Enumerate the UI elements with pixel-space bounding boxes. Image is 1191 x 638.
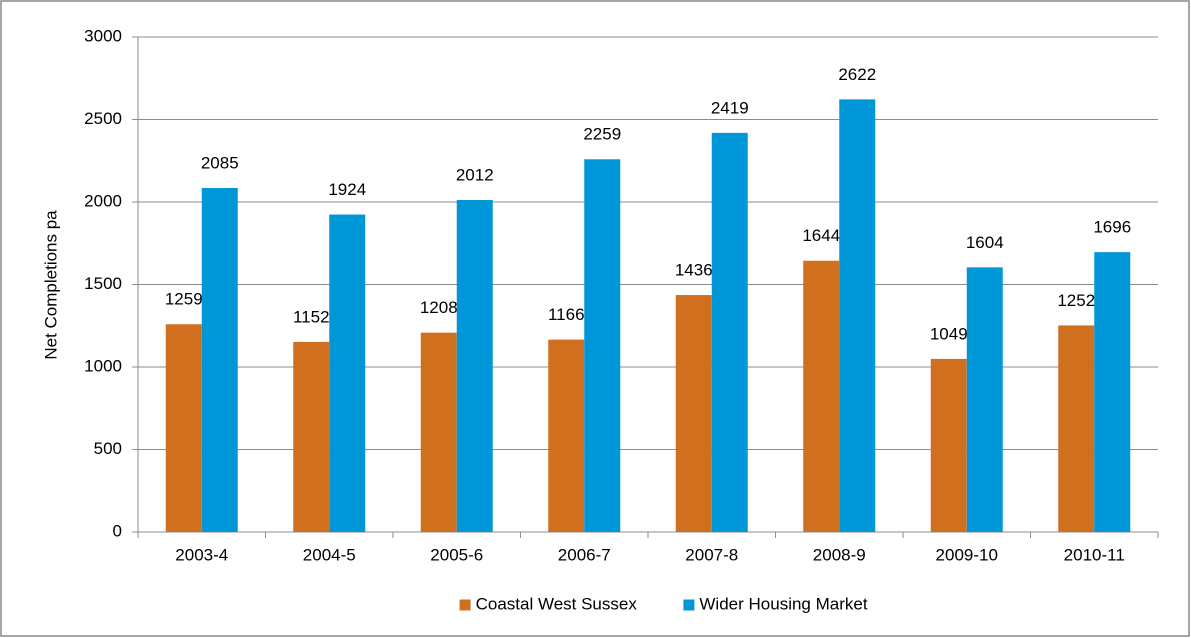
bar: [201, 187, 238, 532]
data-label: 2419: [711, 98, 749, 117]
bar: [1058, 325, 1095, 532]
x-tick-label: 2004-5: [303, 545, 356, 564]
x-tick-label: 2005-6: [430, 545, 483, 564]
legend-swatch: [459, 599, 471, 611]
data-label: 2259: [583, 125, 621, 144]
data-label: 1924: [328, 180, 366, 199]
bar: [1094, 252, 1131, 532]
data-label: 2622: [838, 65, 876, 84]
y-tick-label: 2500: [84, 109, 122, 128]
y-tick-label: 1000: [84, 356, 122, 375]
legend-label: Coastal West Sussex: [476, 594, 638, 613]
bar: [329, 214, 366, 533]
bar: [165, 324, 202, 532]
x-tick-label: 2007-8: [685, 545, 738, 564]
data-label: 1696: [1093, 218, 1131, 237]
y-tick-label: 1500: [84, 274, 122, 293]
bar: [675, 295, 712, 532]
y-tick-label: 0: [113, 521, 122, 540]
y-tick-label: 500: [94, 439, 122, 458]
bar: [711, 132, 748, 533]
bar: [456, 200, 493, 532]
data-label: 2012: [456, 166, 494, 185]
data-label: 1436: [675, 261, 713, 280]
bar: [966, 267, 1003, 532]
data-label: 1259: [165, 290, 203, 309]
bar: [584, 159, 621, 532]
bar: [839, 99, 876, 533]
data-label: 2085: [201, 153, 239, 172]
data-label: 1252: [1057, 291, 1095, 310]
data-label: 1166: [548, 305, 585, 324]
y-tick-label: 3000: [84, 26, 122, 45]
x-tick-label: 2008-9: [813, 545, 866, 564]
legend-label: Wider Housing Market: [699, 594, 867, 613]
data-label: 1208: [420, 298, 458, 317]
x-tick-label: 2003-4: [175, 545, 228, 564]
bar: [548, 339, 585, 532]
x-tick-label: 2009-10: [936, 545, 998, 564]
data-label: 1644: [802, 226, 840, 245]
data-label: 1152: [293, 307, 330, 326]
legend-swatch: [683, 599, 695, 611]
bar: [803, 260, 840, 532]
x-tick-label: 2010-11: [1064, 545, 1125, 564]
data-label: 1049: [930, 324, 968, 343]
data-label: 1604: [966, 233, 1004, 252]
y-tick-label: 2000: [84, 191, 122, 210]
y-axis-label: Net Completions pa: [41, 210, 60, 360]
bar: [293, 341, 330, 532]
bar: [930, 358, 967, 532]
x-tick-label: 2006-7: [558, 545, 611, 564]
bar: [420, 332, 457, 532]
